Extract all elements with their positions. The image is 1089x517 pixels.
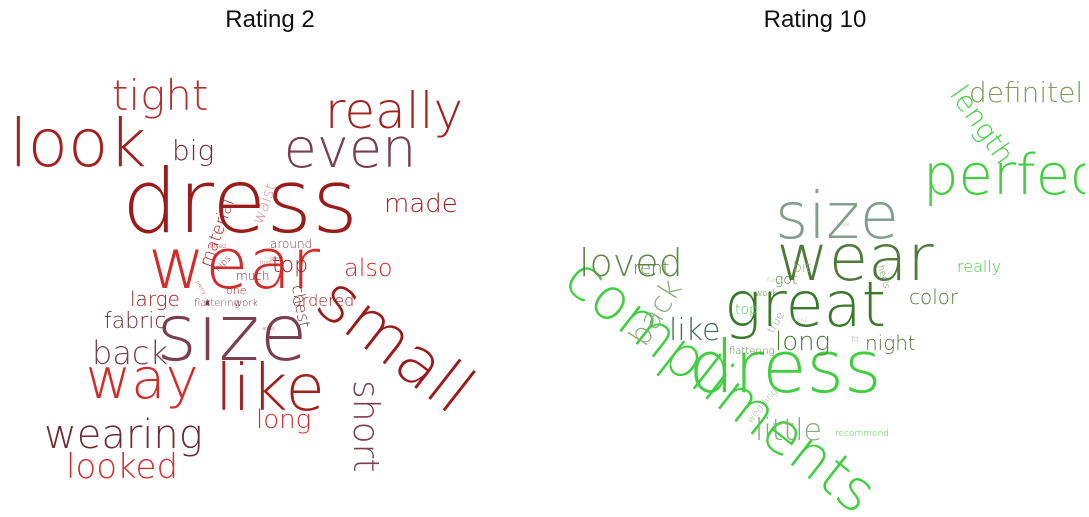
word-short: short xyxy=(345,380,386,473)
word-really: really xyxy=(325,82,463,140)
word-dress: dress xyxy=(688,325,881,409)
word-wear: wear xyxy=(148,223,320,305)
word-really: really xyxy=(957,257,1001,276)
word-one: one xyxy=(226,284,246,297)
word-fun: fun xyxy=(767,277,777,284)
word-great: great xyxy=(270,256,283,262)
word-small: small xyxy=(303,260,489,429)
word-top: top xyxy=(735,302,758,318)
word-much: much xyxy=(236,269,270,283)
word-arms: arms xyxy=(262,326,275,332)
word-fitted: fitted xyxy=(210,243,226,250)
word-size: size xyxy=(775,180,899,254)
word-work: work xyxy=(234,298,258,309)
word-fabric: fabric xyxy=(104,309,166,334)
word-ordered: ordered xyxy=(292,291,354,310)
word-perfect: perfect xyxy=(923,143,1085,208)
word-wearing: wearing xyxy=(44,412,203,458)
word-got: got xyxy=(775,272,797,288)
word-love: love xyxy=(837,221,850,228)
word-look: look xyxy=(9,105,146,182)
word-back: back xyxy=(92,334,168,372)
word-large: large xyxy=(130,287,180,311)
word-dress: dress xyxy=(122,150,358,253)
word-cloud-panel-rating-2: Rating 2 dress wear size look even really smal… xyxy=(0,0,540,517)
word-fabric: fabric xyxy=(791,317,808,324)
word-tried: tried xyxy=(260,260,272,266)
word-cloud-rating-10: dressgreatwearsizeperfectcomplimentslove… xyxy=(552,76,1085,517)
word-great: great xyxy=(724,268,886,341)
word-way: way xyxy=(85,347,198,412)
word-big: big xyxy=(172,134,214,167)
word-color: color xyxy=(212,229,227,236)
word-long: long xyxy=(256,405,311,435)
word-long: long xyxy=(775,327,830,357)
word-like: like xyxy=(669,313,720,348)
word-wear: wear xyxy=(776,222,934,296)
word-bit: bit xyxy=(793,260,811,276)
word-like: like xyxy=(215,352,325,426)
word-recommend: recommend xyxy=(835,429,889,439)
word-little: little xyxy=(755,413,822,448)
word-rent: rent xyxy=(633,258,670,279)
word-loved: loved xyxy=(579,241,683,285)
word-fit: fit xyxy=(851,335,859,344)
word-top: top xyxy=(272,253,308,278)
word-cloud-panel-rating-10: Rating 10 dressgreatwearsizeperfectcompl… xyxy=(545,0,1085,517)
word-color: color xyxy=(909,285,959,309)
word-around: around xyxy=(270,237,312,251)
word-flattering: flattering xyxy=(194,298,240,309)
word-work: work xyxy=(755,289,777,299)
word-looked: looked xyxy=(66,447,178,487)
word-also: also xyxy=(344,254,393,282)
panel-title-rating-2: Rating 2 xyxy=(225,6,315,33)
panel-title-rating-10: Rating 10 xyxy=(763,6,867,33)
word-flattering: flattering xyxy=(729,346,775,357)
word-even: even xyxy=(284,117,417,180)
word-definitely: definitely xyxy=(969,76,1085,109)
word-size: size xyxy=(156,289,307,379)
word-made: made xyxy=(384,189,458,219)
word-tight: tight xyxy=(112,71,208,120)
word-night: night xyxy=(865,331,916,355)
